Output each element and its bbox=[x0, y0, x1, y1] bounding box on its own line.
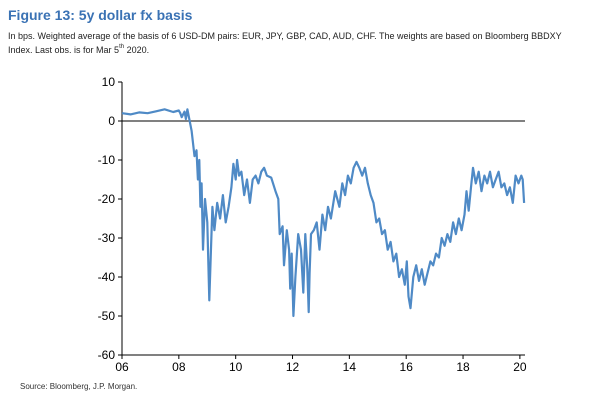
x-tick-label: 18 bbox=[456, 360, 470, 374]
x-tick-label: 16 bbox=[400, 360, 414, 374]
x-tick-label: 06 bbox=[115, 360, 129, 374]
subtitle-line-2-text: Index. Last obs. is for Mar 5 bbox=[8, 45, 120, 55]
y-tick-label: -40 bbox=[98, 270, 116, 284]
x-tick-label: 12 bbox=[286, 360, 300, 374]
x-tick-label: 14 bbox=[343, 360, 357, 374]
figure-subtitle: In bps. Weighted average of the basis of… bbox=[8, 29, 598, 57]
y-tick-label: -50 bbox=[98, 309, 116, 323]
y-tick-label: -10 bbox=[98, 153, 116, 167]
y-tick-label: 0 bbox=[108, 114, 115, 128]
y-tick-label: -20 bbox=[98, 192, 116, 206]
subtitle-superscript: th bbox=[119, 44, 125, 50]
x-tick-label: 08 bbox=[172, 360, 186, 374]
subtitle-line-1: In bps. Weighted average of the basis of… bbox=[8, 31, 562, 41]
y-tick-label: -30 bbox=[98, 231, 116, 245]
source-note: Source: Bloomberg, J.P. Morgan. bbox=[20, 382, 138, 391]
x-tick-label: 10 bbox=[229, 360, 243, 374]
x-tick-label: 20 bbox=[513, 360, 527, 374]
subtitle-line-2-end: 2020. bbox=[124, 45, 150, 55]
series-line-fx-basis bbox=[121, 108, 526, 318]
y-tick-label: -60 bbox=[98, 348, 116, 362]
subtitle-line-2: Index. Last obs. is for Mar 5th 2020. bbox=[8, 43, 598, 57]
figure-title: Figure 13: 5y dollar fx basis bbox=[8, 7, 193, 23]
y-tick-label: 10 bbox=[102, 75, 116, 89]
